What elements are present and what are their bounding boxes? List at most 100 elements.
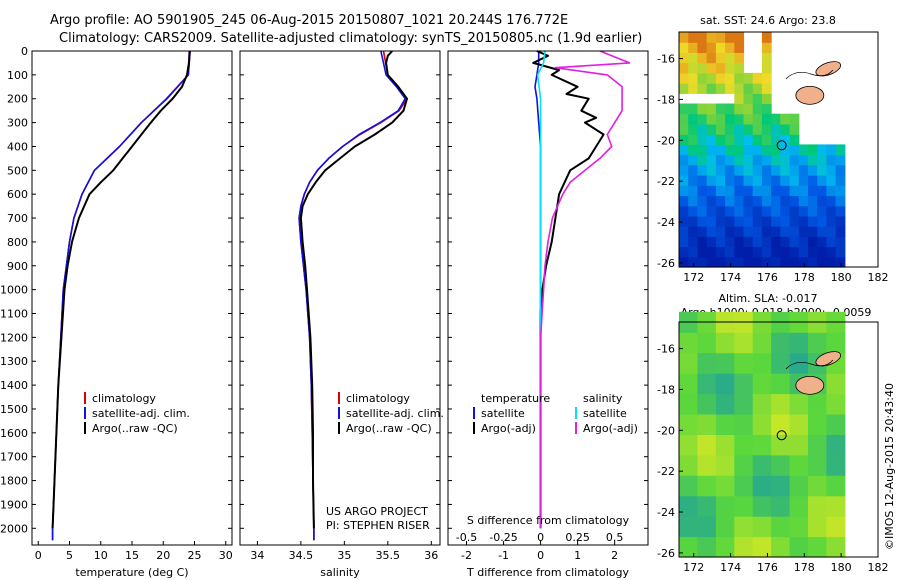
map-cell <box>780 236 791 248</box>
map-cell <box>679 72 689 84</box>
temperature-panel: 0 5 10 15 20 25 300100200300400500600700800900… <box>0 45 233 579</box>
map-cell <box>789 195 800 207</box>
map-cell <box>761 226 772 237</box>
map-cell <box>734 32 745 43</box>
map-cell <box>752 83 763 94</box>
map-cell <box>734 332 754 354</box>
map-cell <box>734 134 745 145</box>
map-cell <box>826 434 846 456</box>
map-cell <box>780 226 791 237</box>
map-cell <box>715 103 726 115</box>
y-tick-label: 1700 <box>0 451 28 464</box>
x-tick-label: 0 <box>35 549 42 562</box>
map-cell <box>808 226 818 237</box>
map-cell <box>734 93 745 105</box>
sla-map-panel: Altim. SLA: -0.017 Argo h1000: 0.018 h20… <box>657 292 888 574</box>
map-cell <box>789 113 800 125</box>
map-cell <box>789 454 809 476</box>
map-cell <box>798 195 809 207</box>
map-cell <box>679 516 698 538</box>
y-tick-label: 0 <box>21 45 28 58</box>
map-cell <box>808 393 827 415</box>
map-cell <box>771 175 781 186</box>
y-tick-label: -16 <box>657 343 675 356</box>
map-cell <box>771 124 781 135</box>
map-cell <box>761 246 772 258</box>
map-cell <box>743 256 754 268</box>
map-cell <box>780 134 791 145</box>
map-cell <box>789 134 800 145</box>
map-cell <box>743 195 754 207</box>
x-tick-label: 176 <box>757 271 778 284</box>
series-argo-raw-qc--line <box>51 50 191 529</box>
map-cell <box>679 113 689 125</box>
x-tick-label: 182 <box>868 271 889 284</box>
map-cell <box>761 154 772 166</box>
map-cell <box>706 195 717 207</box>
map-cell <box>679 226 689 237</box>
legend-s-argo: Argo(-adj) <box>583 422 638 435</box>
map-cell <box>752 352 772 374</box>
map-cell <box>734 72 745 84</box>
map-cell <box>761 164 772 176</box>
map-cell <box>688 103 698 115</box>
sst-map-title: sat. SST: 24.6 Argo: 23.8 <box>700 14 836 27</box>
map-cell <box>697 332 717 354</box>
x-tick-label: 20 <box>156 549 170 562</box>
x-tick-label: 180 <box>831 561 852 574</box>
map-cell <box>798 164 809 176</box>
map-cell <box>761 42 772 53</box>
map-cell <box>725 195 735 207</box>
map-cell <box>771 144 781 156</box>
map-cell <box>706 134 717 145</box>
map-cell <box>734 516 754 538</box>
map-cell <box>752 195 763 207</box>
map-cell <box>771 154 781 166</box>
map-cell <box>789 516 809 538</box>
map-cell <box>752 103 763 115</box>
map-cell <box>752 256 763 268</box>
map-cell <box>743 72 754 84</box>
map-cell <box>752 164 763 176</box>
map-cell <box>715 414 735 435</box>
map-cell <box>725 52 735 64</box>
map-cell <box>697 536 717 558</box>
map-cell <box>826 164 837 176</box>
map-cell <box>817 226 827 237</box>
map-cell <box>771 495 791 517</box>
map-cell <box>780 175 791 186</box>
legend-satellite: satellite-adj. clim. <box>92 407 190 420</box>
x-tick-label: 15 <box>125 549 139 562</box>
map-cell <box>679 495 698 517</box>
x-tick-label: 1 <box>574 549 581 562</box>
map-cell <box>734 103 745 115</box>
y-tick-label: 900 <box>7 260 28 273</box>
y-tick-label: 600 <box>7 188 28 201</box>
map-cell <box>808 414 827 435</box>
series-argo-adj--line <box>539 50 631 529</box>
map-cell <box>808 332 827 354</box>
map-cell <box>826 226 837 237</box>
map-cell <box>752 236 763 248</box>
map-cell <box>725 72 735 84</box>
map-cell <box>679 373 698 395</box>
map-cell <box>679 256 689 268</box>
difference-xlabel: T difference from climatology <box>466 566 629 579</box>
y-tick-label: -24 <box>657 506 675 519</box>
map-cell <box>734 205 745 217</box>
x-tick-label-salinity: 0.25 <box>565 531 590 544</box>
map-cell <box>706 113 717 125</box>
map-cell <box>780 124 791 135</box>
map-cell <box>817 195 827 207</box>
header-line-1: Argo profile: AO 5901905_245 06-Aug-2015… <box>50 13 568 28</box>
map-cell <box>826 414 846 435</box>
map-cell <box>752 332 772 354</box>
map-cell <box>697 113 708 125</box>
map-cell <box>789 185 800 197</box>
island-shape <box>795 375 825 395</box>
map-cell <box>725 113 735 125</box>
map-cell <box>679 185 689 197</box>
map-cell <box>808 205 818 217</box>
series-satellite-line <box>536 50 546 529</box>
map-cell <box>835 144 846 156</box>
